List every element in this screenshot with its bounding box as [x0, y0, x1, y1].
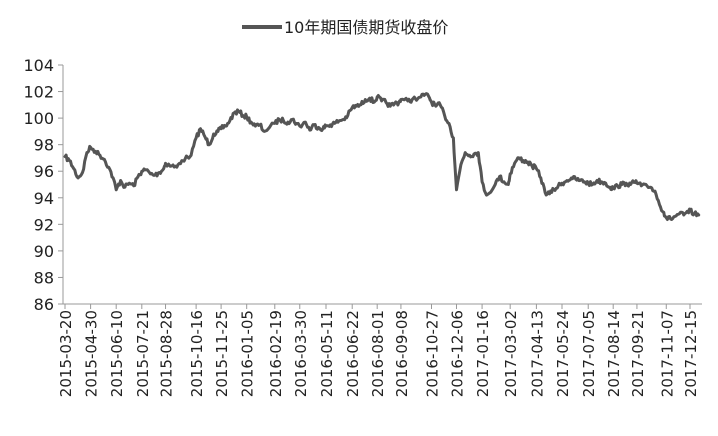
- x-tick-label: 2016-12-06: [448, 310, 466, 397]
- x-tick-label: 2017-11-07: [658, 310, 676, 397]
- y-tick-label: 98: [34, 136, 54, 155]
- x-tick-label: 2017-03-02: [502, 310, 520, 397]
- x-tick-label: 2016-01-05: [239, 310, 257, 397]
- x-tick-label: 2017-09-21: [629, 310, 647, 397]
- x-tick-label: 2015-06-10: [108, 310, 126, 397]
- x-tick-label: 2015-11-25: [213, 310, 231, 397]
- x-tick-label: 2017-07-05: [580, 310, 598, 397]
- x-tick-label: 2016-03-30: [292, 310, 310, 397]
- x-tick-label: 2015-04-30: [83, 310, 101, 397]
- x-axis: 2015-03-20 2015-04-30 2015-06-10 2015-07-21…: [57, 303, 702, 397]
- x-tick-label: 2017-01-16: [474, 310, 492, 397]
- y-tick-label: 100: [23, 109, 54, 128]
- x-tick-label: 2017-04-13: [528, 310, 546, 397]
- legend: 10年期国债期货收盘价: [242, 18, 448, 37]
- plot-area: [63, 92, 701, 221]
- x-tick-label: 2015-07-21: [134, 310, 152, 397]
- x-tick-label: 2016-08-01: [369, 310, 387, 397]
- x-tick-label: 2015-08-28: [158, 310, 176, 397]
- legend-label: 10年期国债期货收盘价: [284, 18, 448, 37]
- x-tick-label: 2016-02-19: [267, 310, 285, 397]
- y-tick-label: 90: [34, 242, 54, 261]
- y-tick-label: 88: [34, 268, 54, 287]
- y-tick-label: 92: [34, 215, 54, 234]
- x-tick-label: 2017-05-24: [554, 310, 572, 397]
- x-tick-label: 2017-08-14: [605, 310, 623, 397]
- y-tick-label: 104: [23, 56, 54, 75]
- x-tick-label: 2015-10-16: [188, 310, 206, 397]
- y-tick-label: 94: [34, 189, 54, 208]
- x-tick-label: 2017-12-15: [682, 310, 700, 397]
- y-tick-label: 86: [34, 295, 54, 314]
- y-tick-label: 96: [34, 162, 54, 181]
- x-tick-label: 2015-03-20: [57, 310, 75, 397]
- x-tick-label: 2016-10-27: [424, 310, 442, 397]
- y-axis: 86 88 90 92 94 96 98 100 102 104: [23, 56, 64, 314]
- x-tick-label: 2016-05-11: [318, 310, 336, 397]
- x-tick-label: 2016-09-08: [393, 310, 411, 397]
- y-tick-label: 102: [23, 83, 54, 102]
- series-line: [63, 92, 701, 221]
- x-tick-label: 2016-06-22: [344, 310, 362, 397]
